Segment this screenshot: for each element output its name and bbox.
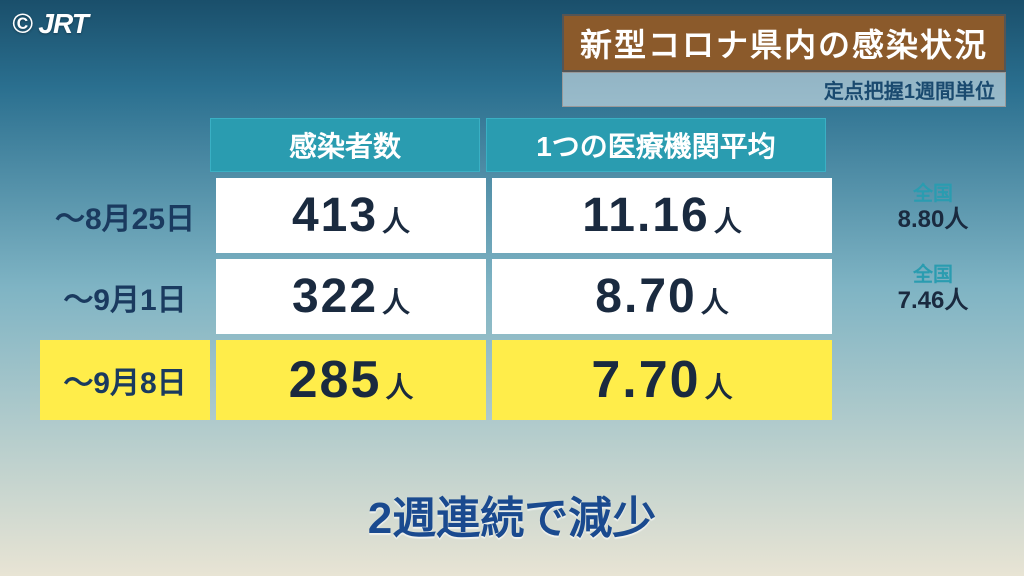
table-row: ～8月25日 413人 11.16人 全国 8.80人 — [40, 178, 980, 253]
unit: 人 — [382, 200, 410, 240]
header-subtitle: 定点把握1週間単位 — [562, 72, 1006, 107]
header-title: 新型コロナ県内の感染状況 — [562, 14, 1006, 72]
cell-count: 413人 — [216, 178, 486, 253]
cell-avg: 8.70人 — [492, 259, 832, 334]
avg-value: 8.70 — [595, 269, 696, 324]
count-value: 322 — [292, 269, 378, 324]
national-label: 全国 — [878, 182, 988, 206]
count-value: 413 — [292, 188, 378, 243]
row-date: ～8月25日 — [40, 178, 210, 253]
summary-caption: 2週連続で減少 — [0, 482, 1024, 546]
row-date: ～9月1日 — [40, 259, 210, 334]
table-row: ～9月1日 322人 8.70人 全国 7.46人 — [40, 259, 980, 334]
national-value: 7.46人 — [878, 287, 988, 316]
cell-count: 322人 — [216, 259, 486, 334]
table-header-row: 感染者数 1つの医療機関平均 — [210, 118, 980, 172]
count-value: 285 — [289, 350, 382, 410]
col-average: 1つの医療機関平均 — [486, 118, 826, 172]
national-side: 全国 7.46人 — [878, 263, 988, 316]
cell-avg: 7.70人 — [492, 340, 832, 420]
national-value: 8.80人 — [878, 206, 988, 235]
col-infections: 感染者数 — [210, 118, 480, 172]
cell-avg: 11.16人 — [492, 178, 832, 253]
infection-table: 感染者数 1つの医療機関平均 ～8月25日 413人 11.16人 全国 8.8… — [40, 118, 980, 420]
unit: 人 — [701, 281, 729, 321]
broadcaster-logo: © JRT — [12, 8, 88, 40]
national-side: 全国 8.80人 — [878, 182, 988, 235]
unit: 人 — [382, 281, 410, 321]
unit: 人 — [705, 366, 733, 406]
unit: 人 — [714, 200, 742, 240]
avg-value: 11.16 — [582, 188, 709, 243]
table-row-highlight: ～9月8日 285人 7.70人 — [40, 340, 980, 420]
avg-value: 7.70 — [591, 350, 700, 410]
unit: 人 — [385, 366, 413, 406]
row-date: ～9月8日 — [40, 340, 210, 420]
header: 新型コロナ県内の感染状況 定点把握1週間単位 — [562, 14, 1006, 107]
national-label: 全国 — [878, 263, 988, 287]
cell-count: 285人 — [216, 340, 486, 420]
